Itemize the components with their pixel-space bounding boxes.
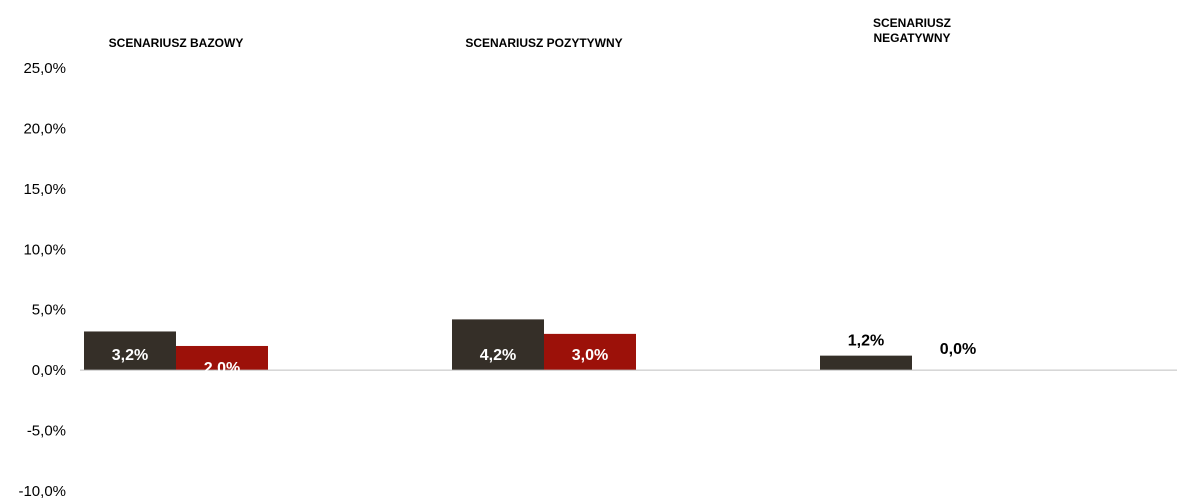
y-tick-label: -5,0%: [27, 423, 66, 440]
y-tick-label: 25,0%: [23, 60, 66, 77]
bar-s1-c3: [820, 355, 912, 371]
data-label-s1-c1: 3,2%: [112, 347, 148, 364]
category-label: SCENARIUSZ NEGATYWNY: [873, 16, 951, 45]
bar-s2-c1: [176, 345, 268, 371]
y-tick-label: 10,0%: [23, 241, 66, 258]
category-label: SCENARIUSZ BAZOWY: [109, 36, 244, 50]
data-label-s1-c3: 1,2%: [848, 333, 884, 350]
category-labels: SCENARIUSZ BAZOWY SCENARIUSZ POZYTYWNY SCE…: [109, 16, 951, 50]
bar-s1-c1: [84, 331, 176, 371]
y-tick-label: 15,0%: [23, 181, 66, 198]
data-label-s2-c1: 2,0%: [204, 360, 240, 377]
y-axis-ticks: 25,0% 20,0% 15,0% 10,0% 5,0% 0,0% -5,0% -10,0%: [18, 60, 66, 500]
bars: [84, 319, 912, 371]
y-tick-label: 20,0%: [23, 120, 66, 137]
y-tick-label: 0,0%: [32, 362, 66, 379]
data-label-s2-c2: 3,0%: [572, 347, 608, 364]
y-tick-label: 5,0%: [32, 302, 66, 319]
data-labels: 3,2% 4,2% 1,2% 2,0% 3,0% 0,0%: [112, 333, 976, 378]
bar-s2-c2: [544, 333, 636, 371]
category-label: SCENARIUSZ POZYTYWNY: [465, 36, 622, 50]
data-label-s1-c2: 4,2%: [480, 347, 516, 364]
data-label-s2-c3: 0,0%: [940, 341, 976, 358]
bar-s1-c2: [452, 319, 544, 371]
y-tick-label: -10,0%: [18, 483, 66, 500]
